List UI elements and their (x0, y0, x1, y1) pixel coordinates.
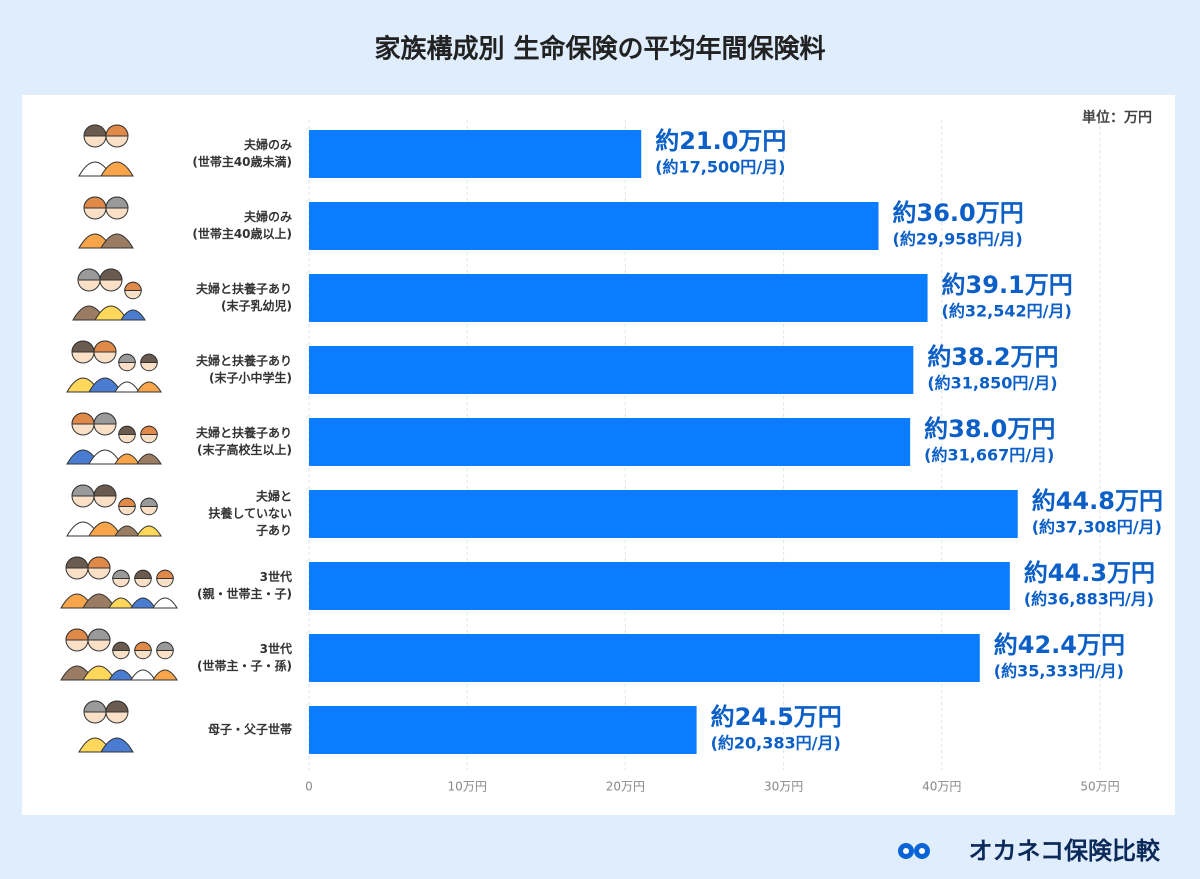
family-icon (140, 425, 158, 435)
family-icon (152, 597, 178, 609)
x-tick-label: 0 (305, 780, 313, 794)
family-icon (99, 268, 123, 281)
value-label: 約24.5万円 (711, 703, 842, 731)
family-icon (100, 233, 134, 249)
y-tick-label: 夫婦と扶養子あり (末子乳幼児) (195, 282, 292, 313)
x-tick-label: 20万円 (606, 780, 645, 794)
y-tick-label: 3世代 (親・世帯主・子) (197, 570, 292, 601)
value-label: 約38.0万円 (924, 415, 1055, 443)
brand: オカネコ保険比較 (968, 837, 1161, 865)
x-tick-label: 30万円 (764, 780, 803, 794)
family-icon (93, 340, 117, 353)
value-label: 約44.3万円 (1024, 559, 1155, 587)
family-icon (136, 525, 162, 537)
monthly-label: (約31,850円/月) (927, 374, 1057, 393)
bar (309, 202, 879, 250)
family-icon (134, 569, 152, 579)
bar (309, 562, 1010, 610)
y-tick-label: 母子・父子世帯 (207, 722, 292, 737)
value-label: 約39.1万円 (942, 271, 1073, 299)
value-label: 約36.0万円 (893, 199, 1024, 227)
family-icon (156, 641, 174, 651)
y-tick-label: 夫婦と 扶養していない 子あり (208, 489, 292, 538)
bar (309, 490, 1018, 538)
brand-logo (898, 843, 930, 859)
family-icon (87, 556, 111, 569)
family-icon (124, 281, 142, 291)
family-icon (136, 381, 162, 393)
bar (309, 418, 911, 466)
bar (309, 130, 642, 178)
y-tick-label: 3世代 (世帯主・子・孫) (197, 642, 292, 673)
bar (309, 706, 697, 754)
monthly-label: (約20,383円/月) (711, 734, 841, 753)
monthly-label: (約29,958円/月) (893, 230, 1023, 249)
family-icon (156, 569, 174, 579)
x-tick-label: 50万円 (1080, 780, 1119, 794)
family-icon (152, 669, 178, 681)
value-label: 約38.2万円 (927, 343, 1058, 371)
family-icon (93, 484, 117, 497)
monthly-label: (約17,500円/月) (655, 158, 785, 177)
family-icon (93, 412, 117, 425)
family-icon (105, 196, 129, 209)
x-tick-label: 10万円 (448, 780, 487, 794)
family-icon (118, 353, 136, 363)
monthly-label: (約37,308円/月) (1032, 518, 1162, 537)
unit-label: 単位：万円 (1082, 109, 1152, 126)
family-icon (134, 641, 152, 651)
family-icon (120, 309, 146, 321)
x-tick-label: 40万円 (922, 780, 961, 794)
family-icon (140, 353, 158, 363)
value-label: 約42.4万円 (994, 631, 1125, 659)
family-icon (140, 497, 158, 507)
chart-title: 家族構成別 生命保険の平均年間保険料 (374, 34, 825, 65)
family-icon (105, 700, 129, 713)
bar (309, 274, 928, 322)
family-icon (112, 569, 130, 579)
monthly-label: (約31,667円/月) (924, 446, 1054, 465)
family-icon (118, 425, 136, 435)
family-icon (100, 161, 134, 177)
monthly-label: (約35,333円/月) (994, 662, 1124, 681)
bar (309, 634, 980, 682)
y-tick-label: 夫婦のみ (世帯主40歳以上) (192, 210, 292, 241)
family-icon (105, 124, 129, 137)
family-icon (100, 737, 134, 753)
family-icon (87, 628, 111, 641)
family-icon (118, 497, 136, 507)
y-tick-label: 夫婦のみ (世帯主40歳未満) (192, 138, 292, 169)
y-tick-label: 夫婦と扶養子あり (末子小中学生) (195, 354, 292, 385)
bar (309, 346, 914, 394)
monthly-label: (約36,883円/月) (1024, 590, 1154, 609)
value-label: 約44.8万円 (1032, 487, 1163, 515)
family-icon (112, 641, 130, 651)
y-tick-label: 夫婦と扶養子あり (末子高校生以上) (195, 426, 292, 457)
family-icon (136, 453, 162, 465)
value-label: 約21.0万円 (655, 127, 786, 155)
monthly-label: (約32,542円/月) (942, 302, 1072, 321)
